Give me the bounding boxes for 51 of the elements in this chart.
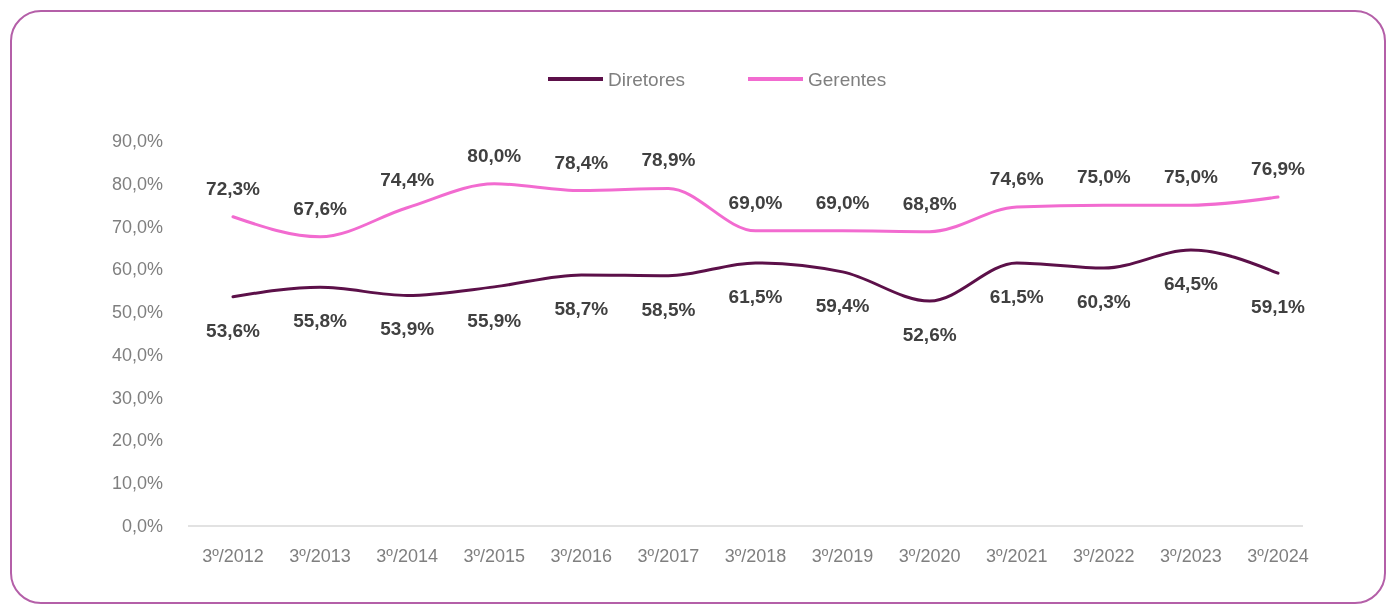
- x-tick-label: 3º/2023: [1160, 546, 1222, 566]
- data-label: 68,8%: [902, 192, 957, 214]
- x-tick-label: 3º/2024: [1247, 546, 1309, 566]
- data-label: 58,7%: [554, 297, 609, 319]
- data-label: 74,6%: [989, 167, 1044, 189]
- legend-label: Gerentes: [808, 69, 887, 90]
- data-label: 59,1%: [1251, 296, 1306, 318]
- x-tick-label: 3º/2015: [463, 546, 526, 566]
- x-tick-label: 3º/2017: [637, 546, 700, 566]
- data-label: 78,9%: [641, 149, 696, 171]
- x-tick-label: 3º/2018: [724, 546, 787, 566]
- data-label: 80,0%: [467, 144, 522, 166]
- x-tick-label: 3º/2012: [202, 546, 264, 566]
- y-tick-label: 40,0%: [111, 344, 163, 365]
- data-label: 53,9%: [380, 318, 435, 340]
- data-label: 74,4%: [380, 168, 435, 190]
- x-tick-label: 3º/2022: [1073, 546, 1135, 566]
- y-tick-label: 20,0%: [111, 430, 163, 451]
- legend-label: Diretores: [608, 69, 686, 90]
- x-tick-label: 3º/2014: [376, 546, 438, 566]
- x-tick-label: 3º/2013: [289, 546, 351, 566]
- y-tick-label: 50,0%: [111, 302, 163, 323]
- x-tick-label: 3º/2019: [811, 546, 874, 566]
- y-tick-label: 30,0%: [111, 387, 163, 408]
- x-tick-label: 3º/2021: [985, 546, 1048, 566]
- data-label: 69,0%: [728, 191, 783, 213]
- data-label: 55,9%: [467, 309, 522, 331]
- data-label: 55,8%: [293, 310, 348, 332]
- data-label: 60,3%: [1076, 291, 1131, 313]
- data-label: 61,5%: [728, 285, 783, 307]
- y-tick-label: 90,0%: [111, 131, 163, 151]
- data-label: 64,5%: [1163, 273, 1218, 295]
- data-label: 75,0%: [1163, 166, 1218, 188]
- data-label: 69,0%: [815, 191, 870, 213]
- data-label: 76,9%: [1251, 158, 1306, 180]
- y-tick-label: 10,0%: [111, 473, 163, 494]
- data-label: 58,5%: [641, 298, 696, 320]
- data-label: 75,0%: [1076, 166, 1131, 188]
- data-label: 61,5%: [989, 285, 1044, 307]
- x-tick-label: 3º/2016: [550, 546, 613, 566]
- data-label: 72,3%: [206, 177, 261, 199]
- y-tick-label: 70,0%: [111, 216, 163, 237]
- y-tick-label: 0,0%: [121, 516, 163, 536]
- x-tick-label: 3º/2020: [898, 546, 961, 566]
- data-label: 52,6%: [902, 323, 957, 345]
- data-label: 78,4%: [554, 151, 609, 173]
- data-label: 53,6%: [206, 319, 261, 341]
- y-tick-label: 80,0%: [111, 173, 163, 194]
- data-label: 67,6%: [293, 197, 348, 219]
- y-tick-label: 60,0%: [111, 259, 163, 280]
- data-label: 59,4%: [815, 294, 870, 316]
